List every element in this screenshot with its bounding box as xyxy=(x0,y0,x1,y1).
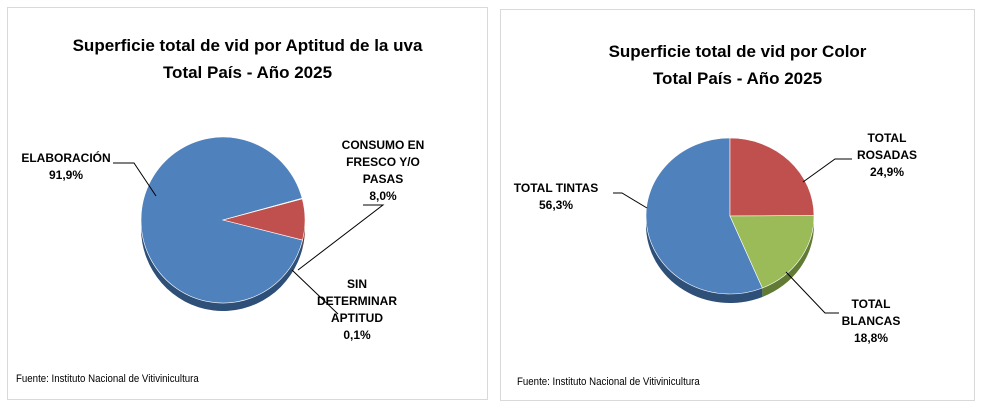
slice-value: 8,0% xyxy=(369,189,397,203)
slice-value: 91,9% xyxy=(49,168,83,182)
pie-slice-sin-determinar-aptitud xyxy=(222,197,303,221)
pie-side-segment xyxy=(646,216,763,303)
leader-line xyxy=(297,204,385,271)
slice-value: 18,8% xyxy=(854,331,888,345)
slice-value: 0,1% xyxy=(343,328,371,342)
chart-panel-aptitud: Superficie total de vid por Aptitud de l… xyxy=(7,7,488,400)
chart-subtitle: Total País - Año 2025 xyxy=(162,63,333,82)
slice-label: ELABORACIÓN 91,9% xyxy=(21,150,110,182)
slice-label: TOTAL TINTAS 56,3% xyxy=(514,181,598,212)
slice-label: SIN DETERMINAR APTITUD 0,1% xyxy=(317,277,397,342)
leader-line xyxy=(802,158,852,183)
pie-slice-total-blancas xyxy=(729,215,815,289)
pie-slice-elaboraci-n xyxy=(140,136,303,304)
chart-subtitle: Total País - Año 2025 xyxy=(652,69,823,88)
slice-label: CONSUMO EN FRESCO Y/O PASAS 8,0% xyxy=(342,138,425,203)
leader-line xyxy=(291,269,339,315)
pie-chart-color: TOTAL TINTAS 56,3% TOTAL ROSADAS 24,9% TOTAL B… xyxy=(514,131,917,345)
chart-source: Fuente: Instituto Nacional de Vitivinicu… xyxy=(16,373,199,385)
pie-side xyxy=(646,216,814,303)
leader-line xyxy=(613,192,648,209)
pie-side-segment xyxy=(302,220,305,249)
leader-line xyxy=(785,271,839,314)
slice-label: TOTAL ROSADAS 24,9% xyxy=(857,131,917,179)
slice-value: 24,9% xyxy=(870,165,904,179)
pie-chart-aptitud: ELABORACIÓN 91,9% CONSUMO EN FRESCO Y/O PASA… xyxy=(21,136,425,342)
pie-side xyxy=(141,220,305,311)
chart-source: Fuente: Instituto Nacional de Vitivinicu… xyxy=(517,376,700,388)
slice-label: TOTAL BLANCAS 18,8% xyxy=(842,297,901,345)
chart-title: Superficie total de vid por Color xyxy=(608,42,867,61)
pie-slice-total-tintas xyxy=(645,137,763,295)
chart-panel-color: Superficie total de vid por Color Total … xyxy=(500,9,975,401)
chart-title: Superficie total de vid por Aptitud de l… xyxy=(72,36,423,55)
pie-slice-total-rosadas xyxy=(729,137,815,217)
slice-value: 56,3% xyxy=(539,198,573,212)
pie-side-segment xyxy=(762,216,814,297)
leader-line xyxy=(113,162,157,197)
